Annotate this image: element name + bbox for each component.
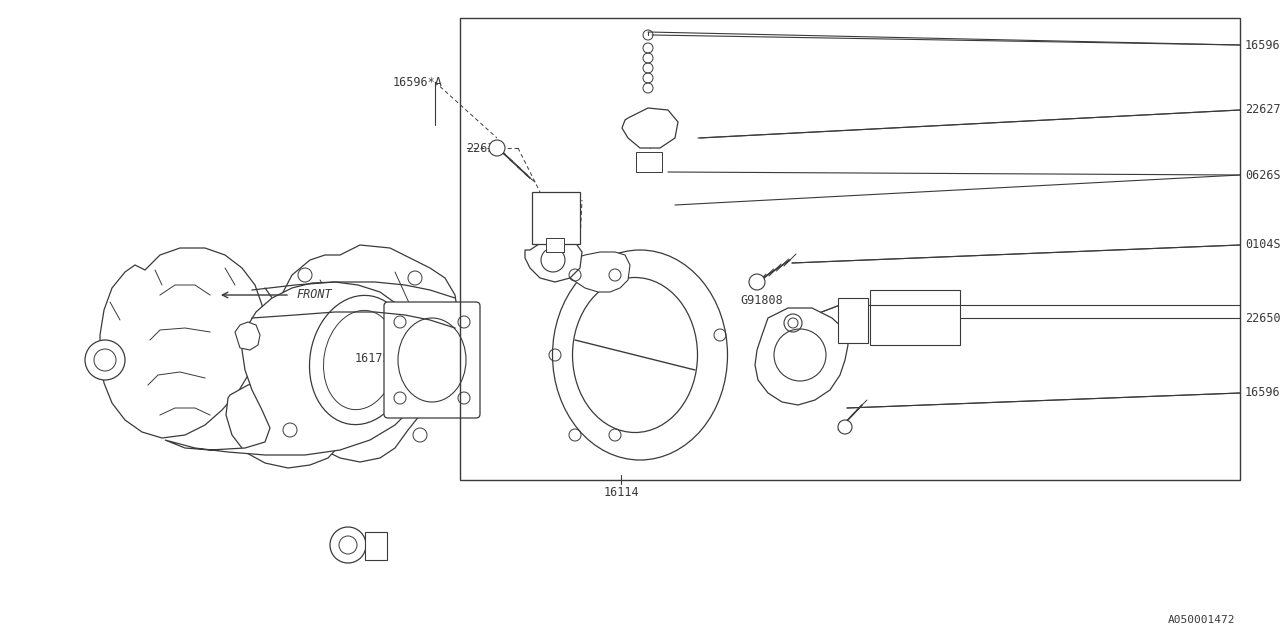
- Bar: [532, 192, 580, 244]
- Bar: [636, 152, 662, 172]
- Text: 22650: 22650: [1245, 312, 1280, 324]
- Polygon shape: [622, 108, 678, 148]
- Polygon shape: [755, 308, 849, 405]
- Bar: [365, 532, 387, 560]
- Text: 22633: 22633: [466, 141, 502, 154]
- Text: A050001472: A050001472: [1167, 615, 1235, 625]
- Circle shape: [408, 271, 422, 285]
- Text: 16596*A: 16596*A: [393, 76, 443, 88]
- Text: G91808: G91808: [740, 294, 783, 307]
- Polygon shape: [165, 282, 425, 455]
- Text: 16596*B: 16596*B: [1245, 387, 1280, 399]
- Text: FRONT: FRONT: [296, 289, 332, 301]
- Text: 16596*B('03MY-): 16596*B('03MY-): [1245, 38, 1280, 51]
- Polygon shape: [525, 238, 582, 282]
- Polygon shape: [227, 380, 346, 468]
- Polygon shape: [100, 248, 262, 438]
- Polygon shape: [236, 322, 260, 350]
- Circle shape: [283, 423, 297, 437]
- Circle shape: [298, 268, 312, 282]
- Text: 22627('03MY-): 22627('03MY-): [1245, 104, 1280, 116]
- Polygon shape: [273, 245, 458, 462]
- Text: 16175: 16175: [355, 351, 390, 365]
- Text: 0626S('03MY-): 0626S('03MY-): [1245, 168, 1280, 182]
- Circle shape: [84, 340, 125, 380]
- Circle shape: [489, 140, 506, 156]
- Text: 0104S*I: 0104S*I: [1245, 239, 1280, 252]
- Ellipse shape: [764, 319, 836, 391]
- Circle shape: [413, 428, 428, 442]
- Circle shape: [330, 527, 366, 563]
- FancyBboxPatch shape: [384, 302, 480, 418]
- Bar: [838, 298, 868, 343]
- Circle shape: [838, 420, 852, 434]
- Bar: [870, 290, 960, 345]
- Text: 16114: 16114: [603, 486, 639, 499]
- Polygon shape: [561, 252, 630, 292]
- Circle shape: [749, 274, 765, 290]
- Ellipse shape: [553, 250, 727, 460]
- Bar: [547, 238, 564, 252]
- Bar: [460, 18, 1240, 480]
